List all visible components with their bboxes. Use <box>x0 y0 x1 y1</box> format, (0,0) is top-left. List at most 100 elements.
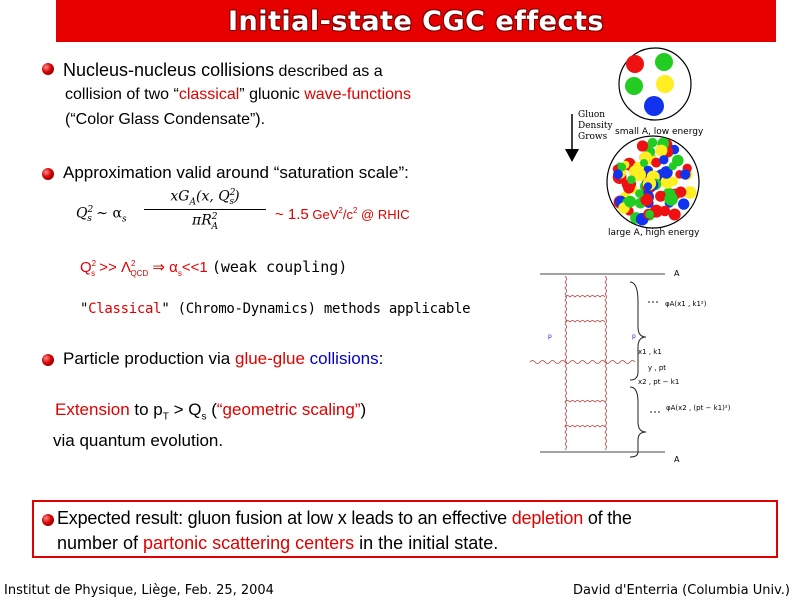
gluon-dot <box>636 140 649 152</box>
collisions-word: collisions <box>304 349 379 368</box>
result-text-a: Expected result: gluon fusion at low x l… <box>57 508 512 528</box>
alpha-text: ⇒ α <box>148 259 178 276</box>
open-paren: ( <box>206 400 217 419</box>
x2-label: x2 , pt − k1 <box>638 378 679 386</box>
pi-r-text: πR <box>192 213 212 230</box>
gluon-dot <box>640 193 653 206</box>
bullet1-line2: collision of two “classical” gluonic wav… <box>65 86 411 104</box>
upper-brace <box>629 281 647 381</box>
gluon-dot <box>683 186 697 199</box>
gluon-dot <box>628 165 643 179</box>
to-p: to p <box>129 400 163 419</box>
bullet2-line: Approximation valid around “saturation s… <box>63 163 409 183</box>
gluon-green <box>655 53 673 71</box>
rung <box>564 400 606 403</box>
bullet-icon <box>42 514 54 526</box>
methods-rest: (Chromo-Dynamics) methods applicable <box>169 301 471 317</box>
classical-methods-word: Classical <box>88 301 162 317</box>
qcd-sub: QCD <box>130 269 149 278</box>
x1-label: x1 , k1 <box>638 348 662 356</box>
footer-right: David d'Enterria (Columbia Univ.) <box>572 583 790 598</box>
geometric-scaling: “geometric scaling” <box>216 400 361 419</box>
bullet1-line2-b: ” gluonic <box>239 86 305 103</box>
title-bar: Initial-state CGC effects <box>56 0 776 42</box>
gluon-dot <box>668 162 677 171</box>
gluon-dot <box>643 182 653 191</box>
gluon-dot <box>664 192 678 206</box>
lambda-text: >> Λ <box>95 259 131 276</box>
gluon-dot <box>645 209 654 219</box>
rung <box>564 320 606 323</box>
gluon-density-figure <box>565 47 700 229</box>
slide-title: Initial-state CGC effects <box>228 5 604 37</box>
rung <box>564 425 606 428</box>
saturation-text: Approximation valid around “saturation s… <box>63 163 409 182</box>
gluon-dot <box>627 175 636 184</box>
gluon-dot <box>651 157 662 168</box>
result-box <box>32 500 778 558</box>
formula-fraction: xGA(x, Q2s) πR2A <box>140 188 270 232</box>
close-paren: ) <box>234 188 240 205</box>
rung <box>564 295 606 298</box>
result-text-d: in the initial state. <box>354 533 499 553</box>
depletion-word: depletion <box>511 508 584 528</box>
unit-c: /c <box>342 207 353 222</box>
lower-brace <box>629 386 647 458</box>
colon: : <box>378 349 384 368</box>
gluon-dot <box>640 159 648 167</box>
gluon-blue <box>644 96 664 116</box>
gluon-dot <box>635 189 644 198</box>
gluon-dot <box>623 182 635 194</box>
gluon-dot <box>655 144 668 157</box>
lt-one: <<1 <box>181 259 212 276</box>
rhic-label: @ RHIC <box>357 207 410 222</box>
pt-sub: T <box>162 411 169 423</box>
gluon-dot <box>655 190 667 202</box>
unit-gev: GeV <box>308 207 339 222</box>
fraction-denominator: πR2A <box>192 212 218 232</box>
sim-alpha: ∼ α <box>96 205 122 222</box>
gluon-dot <box>668 208 681 221</box>
classical-word: classical <box>178 86 240 103</box>
result-line2: number of partonic scattering centers in… <box>57 533 498 554</box>
gluon-dot <box>613 169 623 180</box>
result-text-c: number of <box>57 533 144 553</box>
label-a-bottom: A <box>674 455 680 464</box>
grows-word: Grows <box>578 132 608 142</box>
wave-functions-word: wave-functions <box>304 86 411 103</box>
bullet3-line: Particle production via glue-glue collis… <box>63 349 383 369</box>
footer-left: Institut de Physique, Liège, Feb. 25, 20… <box>4 583 274 598</box>
q-condition-line: Q2s >> Λ2QCD ⇒ αs<<1 (weak coupling) <box>80 258 348 278</box>
density-word: Density <box>578 121 613 131</box>
quantum-evolution-text: via quantum evolution. <box>53 431 224 450</box>
gluon-dot <box>660 166 673 179</box>
gluon-dot <box>675 186 687 198</box>
approx-value: ~ 1.5 <box>275 206 309 223</box>
gluon-dot <box>647 137 658 148</box>
gluon-dot <box>659 155 669 165</box>
glue-glue-word: glue-glue <box>234 349 305 368</box>
bullet-icon <box>42 63 54 75</box>
q-symbol: Q <box>76 205 88 222</box>
result-text-b: of the <box>583 508 632 528</box>
cgc-text: (“Color Glass Condensate”). <box>65 111 266 128</box>
weak-coupling: (weak coupling) <box>211 258 348 276</box>
extension-line: Extension to pT > Qs (“geometric scaling… <box>55 400 366 422</box>
q-letter: Q <box>80 259 92 276</box>
fraction-numerator: xGA(x, Q2s) <box>170 188 240 208</box>
result-line1: Expected result: gluon fusion at low x l… <box>57 508 632 529</box>
label-a-top: A <box>674 269 680 278</box>
gluon-yellow <box>656 75 674 93</box>
small-a-label: small A, low energy <box>615 127 704 137</box>
ladder-rungs <box>529 275 636 451</box>
args-text: (x, Q <box>196 188 230 205</box>
gluon-dot <box>678 198 690 210</box>
phi2-label: φA(x2 , (pt − k1)²) <box>666 404 731 412</box>
bullet1-line1: Nucleus-nucleus collisions described as … <box>63 60 383 81</box>
gluon-dot <box>680 169 691 180</box>
dense-gluons <box>612 137 697 226</box>
bullet1-line3: (“Color Glass Condensate”). <box>65 111 265 129</box>
phi1-label: φA(x1 , k1²) <box>665 300 707 308</box>
gluon-density-label: Gluon Density Grows <box>578 110 613 143</box>
gluon-dot <box>624 195 636 208</box>
